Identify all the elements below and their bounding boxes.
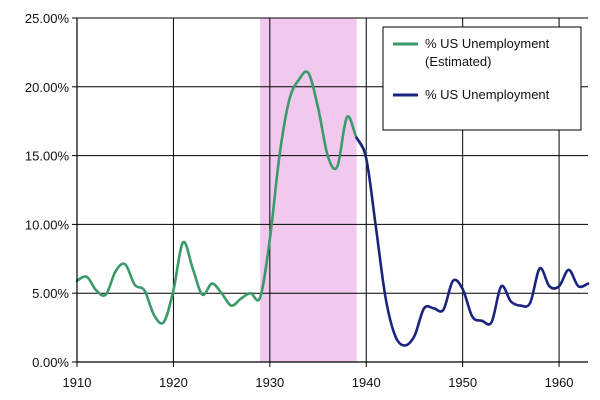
x-tick-label: 1910 [63, 375, 92, 390]
x-tick-label: 1920 [159, 375, 188, 390]
legend-label: % US Unemployment [425, 36, 550, 51]
series-line-unemployment [355, 136, 590, 347]
y-tick-label: 20.00% [25, 80, 70, 95]
series-line-estimated [75, 70, 368, 325]
x-tick-label: 1930 [255, 375, 284, 390]
legend-label: (Estimated) [425, 54, 491, 69]
y-tick-label: 0.00% [32, 355, 69, 370]
y-tick-label: 25.00% [25, 11, 70, 26]
y-tick-label: 10.00% [25, 217, 70, 232]
y-tick-label: 15.00% [25, 149, 70, 164]
x-tick-label: 1960 [545, 375, 574, 390]
x-tick-label: 1940 [352, 375, 381, 390]
legend-label: % US Unemployment [425, 87, 550, 102]
y-tick-label: 5.00% [32, 286, 69, 301]
x-tick-label: 1950 [448, 375, 477, 390]
